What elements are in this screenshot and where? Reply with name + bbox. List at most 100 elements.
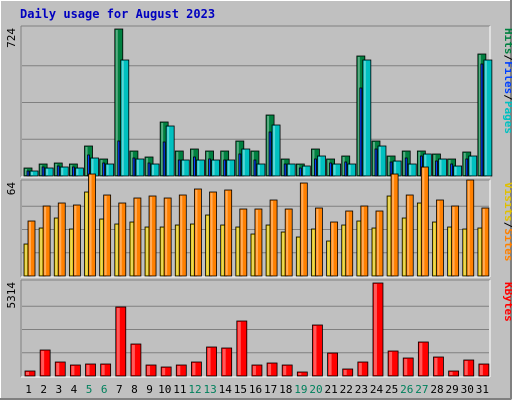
bar-highlight: [282, 233, 285, 275]
bar-highlight: [176, 226, 179, 275]
bar-highlight: [116, 308, 120, 375]
bar-highlight: [70, 230, 73, 275]
bar-highlight: [150, 197, 153, 275]
bar-highlight: [479, 365, 483, 375]
bar-highlight: [131, 345, 135, 375]
panel-sites-visits: 64 Visits/Sites: [5, 166, 512, 278]
bar-highlight: [195, 190, 198, 275]
bar-highlight: [136, 160, 139, 175]
series-legend-label: Visits/Sites: [502, 182, 512, 262]
bar-pages-day-11: [180, 159, 190, 177]
bar-highlight: [357, 57, 360, 175]
bar-highlight: [146, 228, 149, 275]
bar-highlight: [271, 201, 274, 275]
day-label-15: 15: [234, 383, 247, 396]
chart-panels: 724Hits/Files/Pages64Visits/Sites5314KBy…: [5, 25, 512, 378]
bar-pages-day-19: [301, 165, 311, 177]
legend-part: Hits: [502, 28, 512, 55]
bar-sites-day-16: [254, 208, 263, 277]
bar-highlight: [448, 228, 451, 275]
bar-highlight: [236, 142, 239, 175]
bar-pages-day-30: [468, 155, 478, 177]
bar-files-day-31: [480, 63, 484, 177]
bar-sites-day-8: [133, 197, 142, 277]
bar-highlight: [373, 284, 377, 375]
bar-highlight: [104, 196, 107, 275]
bar-files-day-12: [193, 156, 196, 177]
bar-highlight: [357, 222, 360, 275]
bar-highlight: [313, 326, 317, 375]
bar-files-day-11: [177, 159, 181, 177]
bar-highlight: [328, 354, 332, 375]
bar-highlight: [191, 150, 194, 175]
bar-highlight: [85, 147, 88, 175]
bar-kbytes-day-30: [463, 359, 475, 377]
bar-highlight: [346, 212, 349, 275]
bar-highlight: [378, 147, 381, 175]
bar-files-day-14: [223, 159, 227, 177]
bar-highlight: [288, 165, 291, 175]
bar-highlight: [115, 225, 118, 275]
bar-files-day-21: [329, 162, 332, 177]
bar-highlight: [301, 184, 304, 275]
bar-highlight: [478, 229, 481, 275]
bar-highlight: [484, 61, 487, 175]
bar-highlight: [363, 61, 366, 175]
bar-highlight: [197, 161, 200, 175]
bar-highlight: [251, 235, 254, 275]
bar-sites-day-2: [42, 205, 51, 277]
bar-highlight: [297, 238, 300, 275]
bar-highlight: [222, 349, 226, 375]
bar-kbytes-day-4: [69, 364, 81, 377]
bar-kbytes-day-2: [39, 349, 51, 377]
bar-sites-day-27: [420, 166, 429, 277]
legend-part: Sites: [502, 228, 512, 261]
day-label-1: 1: [25, 383, 32, 396]
bar-highlight: [469, 157, 472, 175]
bar-highlight: [162, 368, 166, 375]
bar-highlight: [134, 199, 137, 275]
bar-files-day-13: [208, 158, 211, 177]
bar-pages-day-17: [271, 124, 281, 177]
bar-kbytes-day-7: [115, 306, 127, 377]
bar-highlight: [283, 366, 287, 375]
bar-highlight: [55, 219, 58, 275]
bar-kbytes-day-5: [85, 363, 96, 377]
bar-sites-day-1: [27, 220, 36, 277]
bar-kbytes-day-20: [312, 324, 323, 377]
bar-files-day-18: [283, 163, 287, 177]
bar-files-day-5: [87, 154, 90, 177]
bar-highlight: [403, 219, 406, 275]
bar-sites-day-23: [360, 205, 369, 277]
bar-sites-day-31: [481, 207, 490, 277]
bar-sites-day-20: [315, 207, 323, 277]
bar-kbytes-day-9: [145, 364, 157, 377]
bar-highlight: [409, 165, 412, 175]
bar-pages-day-10: [165, 125, 175, 177]
day-label-29: 29: [446, 383, 459, 396]
bar-highlight: [418, 204, 421, 275]
bar-highlight: [433, 223, 436, 275]
chart-title: Daily usage for August 2023: [20, 7, 215, 21]
bar-highlight: [312, 150, 315, 175]
bar-highlight: [161, 123, 164, 175]
bar-pages-day-26: [407, 163, 417, 177]
bar-highlight: [227, 161, 230, 175]
legend-part: /: [502, 55, 512, 62]
bar-highlight: [74, 206, 77, 275]
bar-files-day-17: [268, 131, 272, 177]
bar-highlight: [40, 165, 43, 175]
axis-max-label: 5314: [5, 282, 18, 309]
bar-files-day-29: [450, 163, 454, 177]
bar-files-day-28: [435, 160, 438, 177]
bar-files-day-4: [71, 166, 75, 177]
bar-highlight: [316, 209, 319, 275]
bar-highlight: [89, 175, 92, 275]
bar-sites-day-4: [72, 204, 81, 277]
day-label-20: 20: [309, 383, 322, 396]
bar-highlight: [100, 160, 103, 175]
bar-highlight: [454, 167, 457, 175]
day-label-28: 28: [430, 383, 443, 396]
bar-highlight: [115, 30, 118, 175]
bar-highlight: [25, 245, 27, 275]
